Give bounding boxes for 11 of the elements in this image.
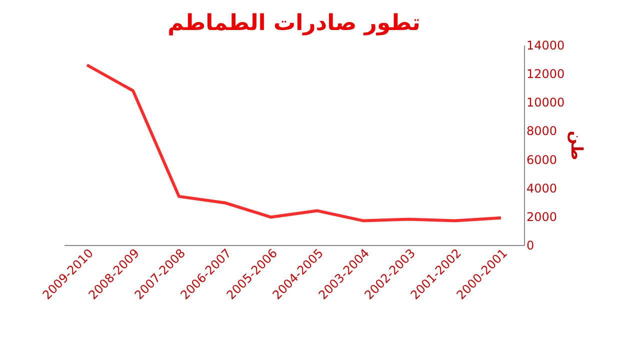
y-tick-label: 0 bbox=[526, 238, 534, 252]
y-tick-label: 4000 bbox=[526, 181, 558, 196]
y-tick-label: 10000 bbox=[526, 96, 565, 110]
y-tick-label: 2000 bbox=[526, 210, 558, 224]
y-tick-label: 14000 bbox=[526, 38, 565, 52]
chart-title: تطور صادرات الطماطم bbox=[168, 11, 420, 36]
line-series bbox=[86, 64, 502, 222]
y-tick-label: 8000 bbox=[526, 124, 558, 138]
y-tick-label: 12000 bbox=[526, 67, 565, 82]
y-tick-label: 6000 bbox=[526, 152, 558, 167]
y-axis-title: طن bbox=[568, 130, 587, 160]
